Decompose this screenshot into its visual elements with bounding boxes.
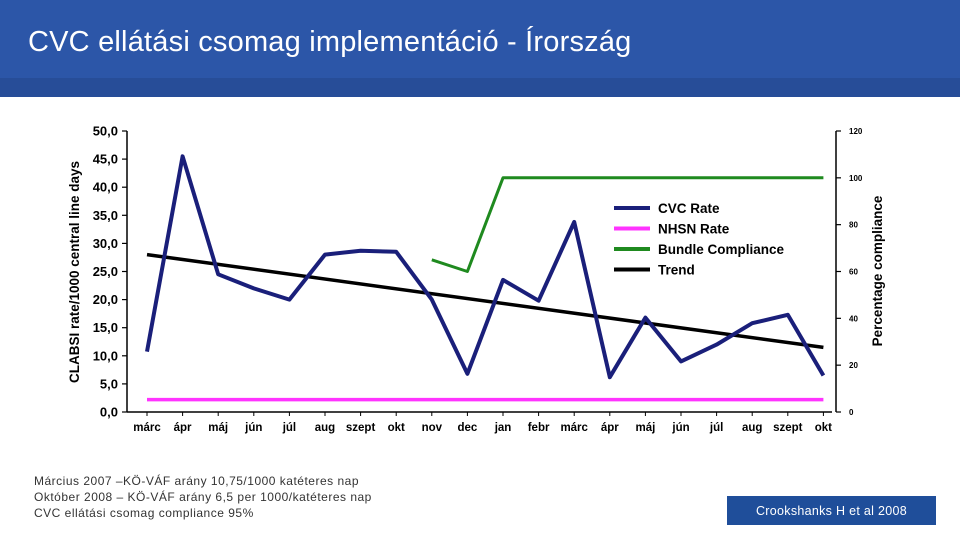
- x-tick-label: júl: [282, 422, 296, 434]
- right-tick-label: 100: [849, 174, 863, 183]
- x-tick-label: márc: [133, 422, 161, 434]
- x-tick-label: júl: [709, 422, 723, 434]
- x-tick-label: aug: [315, 422, 335, 434]
- right-tick-label: 60: [849, 268, 858, 277]
- trend-line: [146, 252, 824, 350]
- right-tick-label: 0: [849, 408, 854, 417]
- chart-series: [145, 154, 826, 402]
- x-tick-label: márc: [560, 422, 588, 434]
- left-axis-title: CLABSI rate/1000 central line days: [67, 161, 82, 383]
- x-tick-label: okt: [815, 422, 832, 434]
- left-tick-label: 45,0: [93, 152, 118, 167]
- notes-block: Március 2007 –KÖ-VÁF arány 10,75/1000 ka…: [34, 473, 372, 521]
- left-tick-label: 15,0: [93, 320, 118, 335]
- legend-label-bundle-compliance: Bundle Compliance: [658, 242, 785, 257]
- right-tick-label: 40: [849, 314, 858, 323]
- x-tick-label: máj: [208, 422, 228, 434]
- x-tick-label: dec: [457, 422, 477, 434]
- left-tick-label: 35,0: [93, 208, 118, 223]
- citation-box: Crookshanks H et al 2008: [727, 496, 936, 525]
- x-tick-label: febr: [528, 422, 550, 434]
- note-line-2: Október 2008 – KÖ-VÁF arány 6,5 per 1000…: [34, 490, 372, 504]
- x-tick-label: nov: [422, 422, 443, 434]
- note-line-3: CVC ellátási csomag compliance 95%: [34, 506, 254, 520]
- left-tick-label: 40,0: [93, 180, 118, 195]
- left-tick-label: 25,0: [93, 264, 118, 279]
- clabsi-chart: 0,0 5,0 10,0 15,0 20,0 25,0 30,0 35,0 40,0 45,0 50…: [67, 124, 885, 435]
- x-tick-label: szept: [346, 422, 376, 434]
- left-tick-label: 30,0: [93, 236, 118, 251]
- x-tick-label: jún: [244, 422, 262, 434]
- right-tick-label: 80: [849, 221, 858, 230]
- slide-title: CVC ellátási csomag implementáció - Íror…: [28, 26, 632, 58]
- left-tick-label: 50,0: [93, 124, 118, 139]
- x-tick-label: ápr: [174, 422, 192, 434]
- left-tick-label: 20,0: [93, 292, 118, 307]
- x-tick-label: okt: [388, 422, 405, 434]
- chart-axes: 0,0 5,0 10,0 15,0 20,0 25,0 30,0 35,0 40,0 45,0 50…: [67, 124, 885, 435]
- right-axis-title: Percentage compliance: [870, 195, 885, 346]
- x-tick-label: máj: [635, 422, 655, 434]
- legend-label-cvc-rate: CVC Rate: [658, 201, 720, 216]
- legend-label-nhsn-rate: NHSN Rate: [658, 222, 730, 237]
- left-tick-label: 0,0: [100, 405, 118, 420]
- left-tick-label: 10,0: [93, 348, 118, 363]
- right-tick-label: 20: [849, 361, 858, 370]
- x-tick-label: ápr: [601, 422, 619, 434]
- x-tick-label: aug: [742, 422, 762, 434]
- note-line-1: Március 2007 –KÖ-VÁF arány 10,75/1000 ka…: [34, 474, 360, 488]
- x-tick-label: szept: [773, 422, 803, 434]
- x-tick-label: jún: [671, 422, 689, 434]
- legend-label-trend: Trend: [658, 263, 695, 278]
- citation-text: Crookshanks H et al 2008: [755, 503, 908, 518]
- cvc-rate-line: [145, 154, 826, 380]
- x-tick-label: jan: [494, 422, 512, 434]
- chart-legend: CVC Rate NHSN Rate Bundle Compliance Trend: [614, 201, 785, 278]
- title-banner-shade: [0, 78, 960, 97]
- bundle-compliance-line: [431, 176, 824, 273]
- right-tick-label: 120: [849, 127, 863, 136]
- left-tick-label: 5,0: [100, 376, 118, 391]
